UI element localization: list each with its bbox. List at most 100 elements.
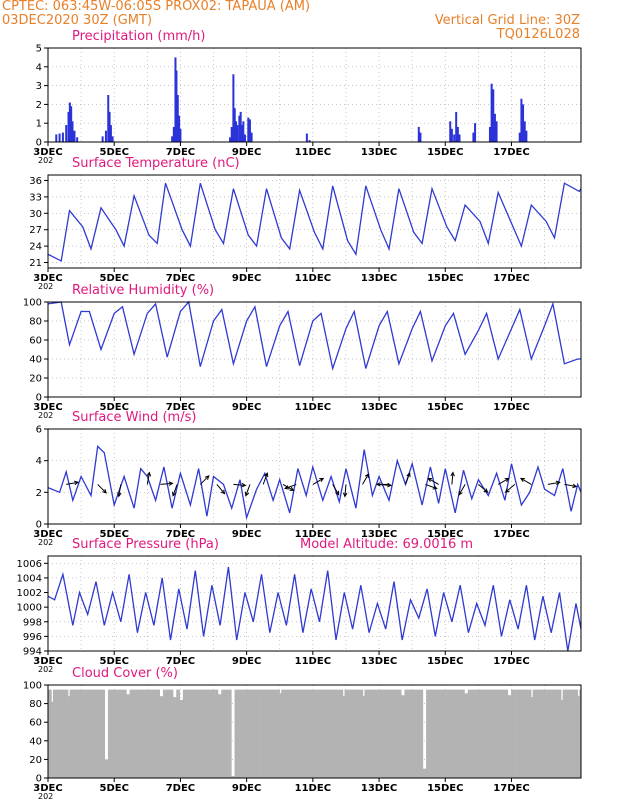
precip-bar: [172, 126, 175, 142]
cloud-bar: [401, 695, 404, 778]
cloud-bar: [297, 689, 300, 778]
cloud-bar: [326, 689, 329, 778]
cloud-bar: [186, 689, 189, 778]
series-line: [47, 445, 582, 521]
wind-arrowhead: [458, 490, 463, 496]
wind-vector: [362, 473, 369, 485]
y-tick-label: 60: [29, 718, 42, 729]
x-tick-label: 5DEC: [99, 529, 128, 540]
cloud-bar: [152, 689, 155, 778]
cloud-bar: [541, 689, 544, 778]
cloud-bar: [414, 689, 417, 778]
x-tick-label: 7DEC: [166, 273, 195, 284]
cloud-bar: [282, 689, 285, 778]
x-tick-label: 15DEC: [427, 273, 463, 284]
precip-bar: [518, 132, 521, 142]
precip-bar: [449, 121, 452, 142]
wind-vector: [118, 484, 122, 497]
wind-arrowhead: [504, 477, 510, 483]
wind-arrowhead: [168, 481, 174, 486]
cloud-bar: [532, 689, 535, 778]
x-tick-label: 9DEC: [232, 656, 261, 667]
cloud-bar: [409, 689, 412, 778]
cloud-bar: [182, 689, 185, 778]
cloud-bar: [157, 689, 160, 778]
cloud-bar: [577, 696, 580, 778]
cloud-bar: [237, 689, 240, 778]
cloud-bar: [477, 689, 480, 778]
x-tick-label: 11DEC: [295, 783, 331, 794]
cloud-bar: [519, 689, 522, 778]
cloud-bar: [204, 689, 207, 778]
cloud-bar: [357, 689, 360, 778]
cloud-bar: [187, 689, 190, 778]
precip-bar: [248, 119, 251, 142]
wind-vector: [284, 483, 297, 489]
cloud-bar: [229, 689, 232, 778]
cloud-bar: [197, 689, 200, 778]
cloud-bar: [467, 689, 470, 778]
wind-vector: [458, 484, 466, 496]
cloud-bar: [289, 689, 292, 778]
run-date: 03DEC2020 30Z (GMT): [2, 13, 153, 28]
cloud-bar: [212, 689, 215, 778]
x-tick-label: 13DEC: [361, 147, 397, 158]
cloud-bar: [209, 689, 212, 778]
wind-vector: [216, 484, 225, 494]
wind-arrowhead: [172, 491, 177, 497]
wind-vector: [172, 484, 178, 496]
cloud-bar: [126, 694, 129, 778]
wind-arrowhead: [117, 492, 122, 498]
cloud-bar: [461, 689, 464, 778]
cloud-bar: [427, 689, 430, 778]
cloud-bar: [162, 689, 165, 778]
cloud-bar: [307, 689, 310, 778]
precip-bar: [250, 132, 253, 142]
cloud-bar: [222, 689, 225, 778]
cloud-bar: [362, 696, 365, 778]
cloud-bar: [311, 689, 314, 778]
cloud-bar: [274, 689, 277, 778]
cloud-bar: [399, 689, 402, 778]
y-tick-label: 60: [29, 336, 42, 347]
cloud-bar: [542, 689, 545, 778]
x-tick-label: 17DEC: [493, 402, 529, 413]
cloud-bar: [384, 689, 387, 778]
wind-vector: [160, 482, 173, 485]
cloud-bar: [434, 689, 437, 778]
precip-bar: [239, 111, 242, 142]
cloud-bar: [264, 689, 267, 778]
cloud-bar: [517, 689, 520, 778]
wind-arrowhead: [220, 489, 226, 495]
cloud-bar: [482, 689, 485, 778]
wind-vector: [405, 472, 411, 485]
cloud-bar: [374, 689, 377, 778]
cloud-bar: [514, 689, 517, 778]
y-tick-label: 21: [29, 258, 42, 269]
wind-arrowhead: [519, 477, 525, 483]
cloud-bar: [114, 689, 117, 778]
cloud-bar: [429, 689, 432, 778]
cloud-bar: [446, 689, 449, 778]
cloud-bar: [442, 689, 445, 778]
cloud-bar: [239, 689, 242, 778]
y-tick-label: 1000: [17, 603, 42, 614]
cloud-bar: [342, 696, 345, 778]
cloud-bar: [426, 689, 429, 778]
cloud-bar: [431, 689, 434, 778]
cloud-bar: [179, 699, 182, 778]
cloud-bar: [412, 689, 415, 778]
panel-3: 0 2 4 6 3DEC 5DEC 7DEC 9DEC 11DEC 13DEC 15DEC 17DEC…: [33, 410, 582, 547]
cloud-bar: [564, 689, 567, 778]
cloud-bar: [107, 689, 111, 778]
cloud-bar: [451, 689, 454, 778]
precip-bar: [55, 134, 58, 142]
precip-bar: [233, 108, 236, 142]
cloud-bar: [116, 689, 119, 778]
station-info: CPTEC: 063:45W-06:05S PROX02: TAPAUA (AM…: [2, 0, 311, 14]
x-tick-label: 11DEC: [295, 529, 331, 540]
precip-bar: [175, 70, 178, 142]
cloud-bar: [369, 689, 372, 778]
cloud-bar: [402, 695, 405, 778]
cloud-bar: [59, 689, 62, 778]
